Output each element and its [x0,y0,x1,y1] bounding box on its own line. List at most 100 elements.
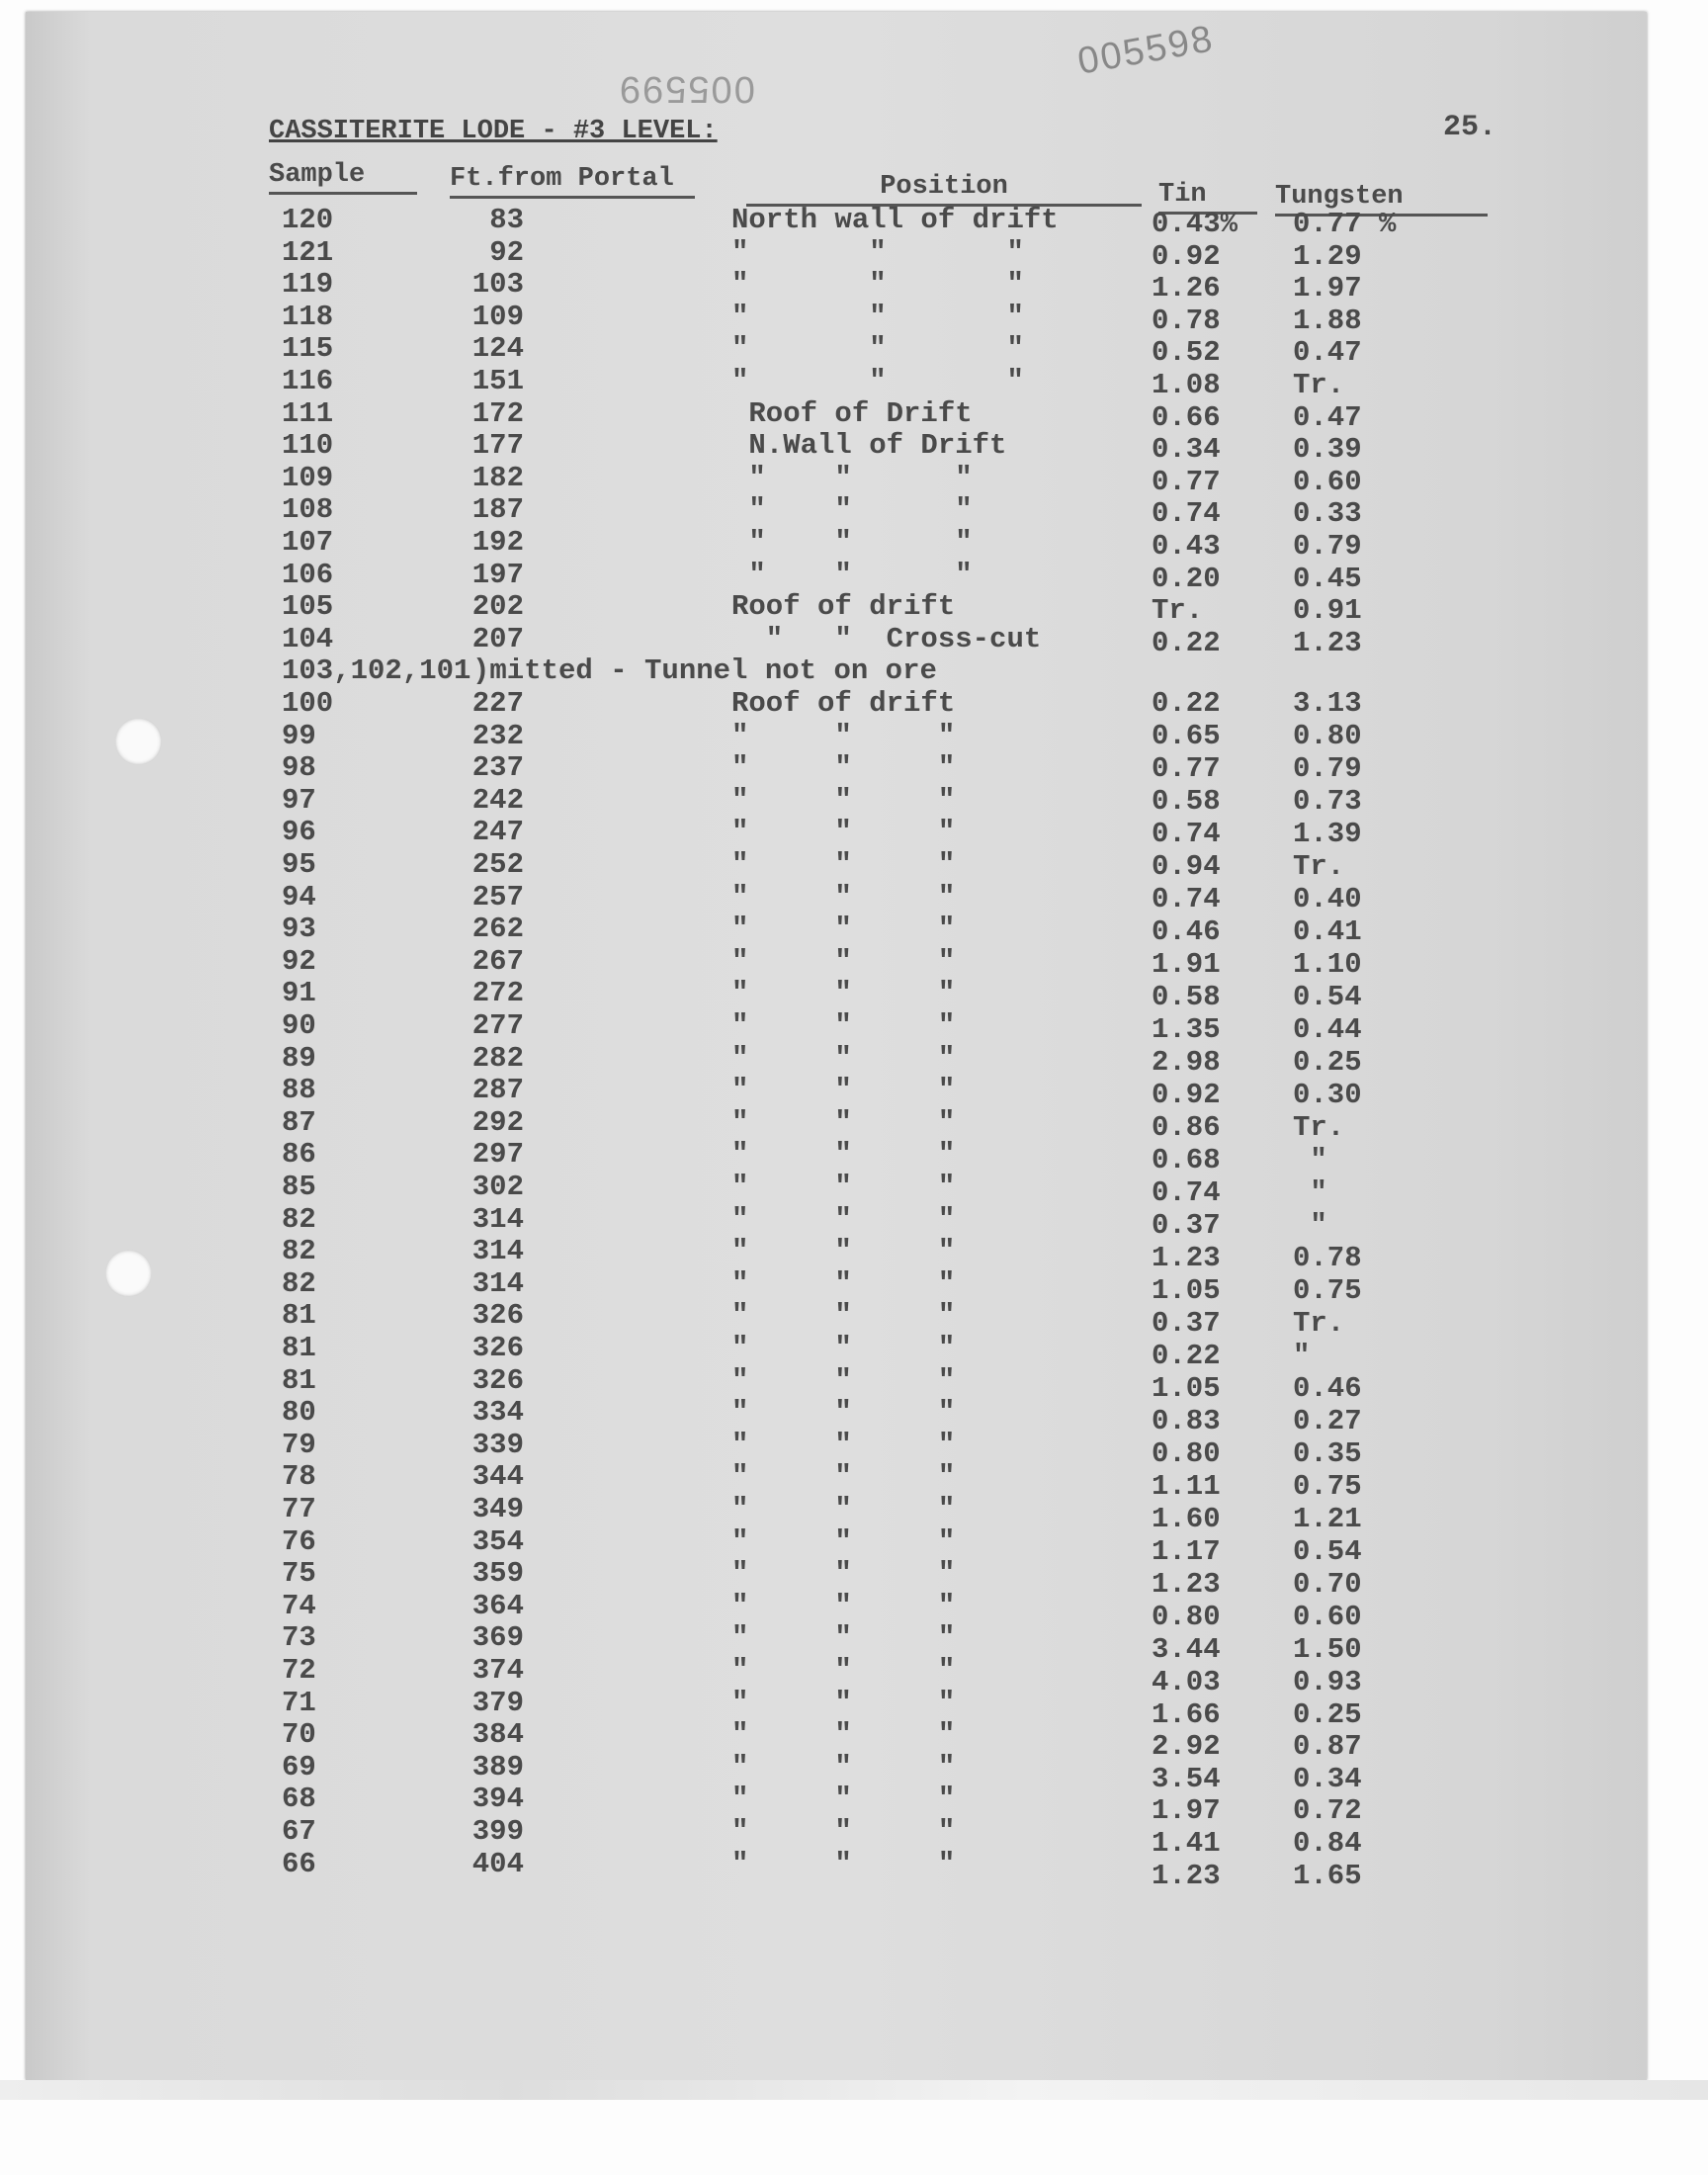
table-row: 116 151 " " " 1.08 Tr. [0,365,1708,401]
cell-tin: 3.54 [1152,1762,1221,1795]
cell-tin: 4.03 [1152,1666,1221,1698]
cell-ft: 314 [471,1202,524,1236]
table-row: 82 314 " " " 1.05 0.75 [0,1267,1708,1308]
cell-tungsten: 0.35 [1293,1437,1362,1471]
cell-tin: 0.77 [1152,465,1221,498]
cell-ft: 374 [471,1654,524,1687]
cell-tungsten: 0.40 [1293,883,1362,916]
cell-tin: 0.37 [1152,1307,1221,1341]
cell-ft: 262 [471,913,524,946]
cell-sample: 90 [282,1009,316,1042]
table-row: 121 92 " " " 0.92 1.29 [0,236,1708,273]
cell-position: " " " [731,1847,956,1880]
cell-position: " " " [731,913,956,946]
cell-sample: 74 [282,1589,316,1622]
cell-ft: 151 [471,365,524,397]
cell-ft: 124 [471,332,524,366]
cell-tin: 1.11 [1152,1470,1221,1504]
table-row: 77 349 " " " 1.60 1.21 [0,1493,1708,1535]
cell-ft: 287 [471,1074,524,1107]
table-row: 81 326 " " " 1.05 0.46 [0,1364,1708,1406]
cell-tin: Tr. [1152,594,1204,628]
cell-sample: 118 [282,300,334,333]
cell-position: " " " [731,783,956,817]
cell-position: " " " [731,977,956,1010]
cell-sample: 92 [282,944,316,978]
cell-position: " " Cross-cut [731,622,1042,655]
table-row: 87 292 " " " 0.86 Tr. [0,1106,1708,1145]
cell-position: " " " [731,1202,956,1236]
cell-ft: 404 [471,1847,524,1880]
cell-tungsten: 0.75 [1293,1274,1362,1308]
table-row: 93 262 " " " 0.46 0.41 [0,913,1708,948]
cell-sample: 66 [282,1847,316,1880]
table-row: 76 354 " " " 1.17 0.54 [0,1525,1708,1569]
cell-tungsten: 1.88 [1293,304,1362,337]
cell-position: " " " [731,1171,956,1203]
cell-ft: 83 [489,204,524,236]
cell-position: " " " [731,1750,956,1784]
header-position: Position [746,172,1142,207]
cell-ft: 326 [471,1332,524,1364]
cell-position: " " " [731,880,956,914]
cell-ft: 302 [471,1171,524,1203]
cell-position: " " " [731,719,956,752]
cell-tungsten: 0.75 [1293,1470,1362,1504]
cell-position: " " " [731,1621,956,1655]
cell-tungsten: 0.54 [1293,1535,1362,1569]
cell-sample: 73 [282,1621,316,1655]
cell-ft: 227 [471,687,524,720]
cell-tin: 1.91 [1152,948,1221,982]
cell-ft: 394 [471,1783,524,1816]
cell-position: Roof of drift [731,687,956,720]
table-row: 73 369 " " " 3.44 1.50 [0,1621,1708,1666]
cell-ft: 399 [471,1815,524,1848]
table-row: 119 103 " " " 1.26 1.97 [0,268,1708,304]
cell-tungsten: 3.13 [1293,687,1362,721]
cell-tin: 3.44 [1152,1633,1221,1667]
cell-sample: 94 [282,880,316,914]
cell-ft: 237 [471,751,524,785]
cell-sample: 67 [282,1815,316,1848]
cell-sample: 81 [282,1332,316,1364]
cell-ft: 379 [471,1686,524,1719]
cell-ft: 339 [471,1428,524,1461]
page-number: 25. [1443,111,1497,144]
cell-tungsten: 0.80 [1293,720,1362,753]
cell-tungsten: 0.87 [1293,1730,1362,1764]
page-title: CASSITERITE LODE - #3 LEVEL: [269,117,718,146]
table-row: 89 282 " " " 2.98 0.25 [0,1041,1708,1080]
table-row: 82 314 " " " 1.23 0.78 [0,1235,1708,1274]
cell-ft: 257 [471,880,524,914]
cell-tin: 1.05 [1152,1274,1221,1308]
cell-position: " " " [731,1074,956,1107]
cell-ft: 297 [471,1138,524,1172]
table-row: 118 109 " " " 0.78 1.88 [0,300,1708,337]
table-row: 109 182 " " " 0.77 0.60 [0,462,1708,498]
cell-position: " " " [731,751,956,785]
table-row: 67 399 " " " 1.41 0.84 [0,1815,1708,1860]
cell-ft: 369 [471,1621,524,1655]
cell-sample: 80 [282,1396,316,1430]
cell-ft: 277 [471,1009,524,1042]
cell-position: " " " [731,1589,956,1622]
cell-ft: 272 [471,977,524,1010]
cell-position: " " " [731,1332,956,1364]
cell-sample: 110 [282,429,334,463]
cell-ft: 172 [471,396,524,430]
cell-sample: 77 [282,1493,316,1525]
cell-tin: 0.86 [1152,1111,1221,1145]
cell-tungsten: 0.77 % [1293,208,1397,240]
cell-tungsten: 0.44 [1293,1013,1362,1047]
table-row: 74 364 " " " 0.80 0.60 [0,1589,1708,1634]
table-row: 85 302 " " " 0.74 " [0,1171,1708,1209]
table-row: 82 314 " " " 0.37 " [0,1202,1708,1243]
scan-edge [0,2080,1708,2100]
header-sample: Sample [269,160,417,195]
cell-tungsten: 0.30 [1293,1079,1362,1112]
cell-omitted: )mitted - Tunnel not on ore [472,654,937,688]
cell-ft: 282 [471,1041,524,1075]
cell-tin: 1.66 [1152,1697,1221,1731]
cell-tungsten: 0.73 [1293,785,1362,819]
table-row: 105 202 Roof of drift Tr. 0.91 [0,590,1708,627]
